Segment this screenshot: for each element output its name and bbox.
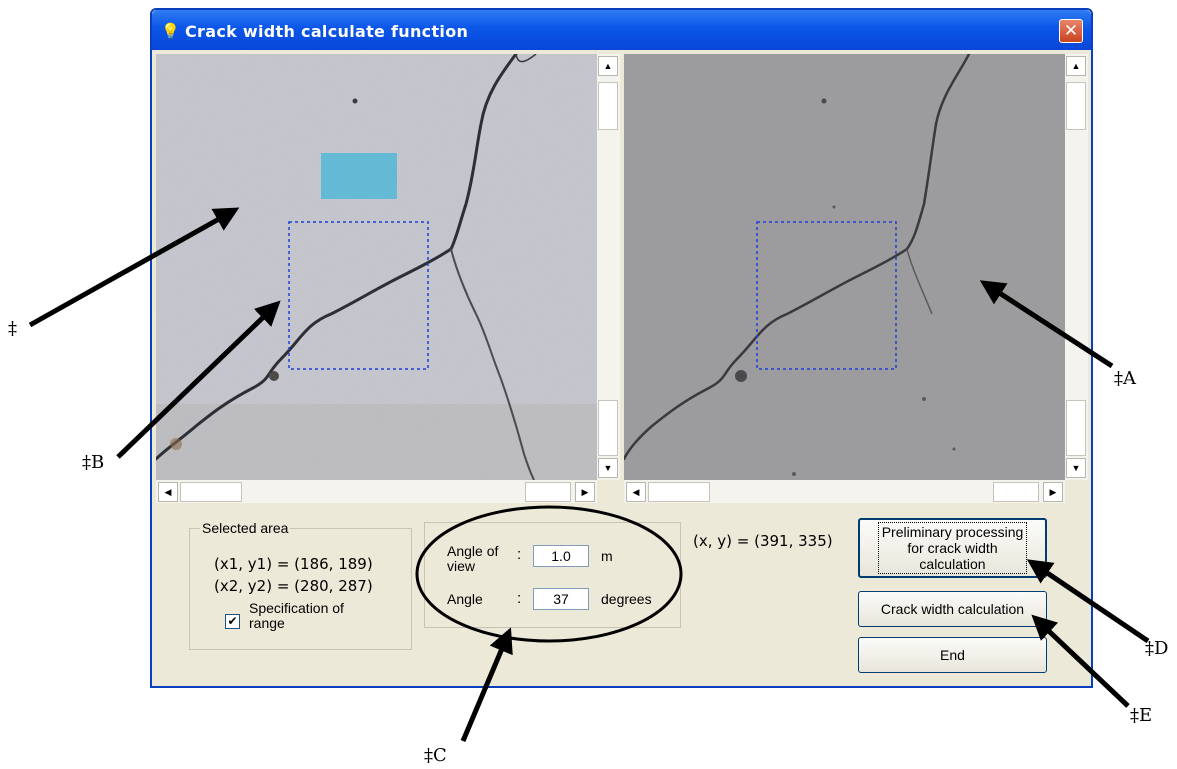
lightbulb-icon: 💡 bbox=[161, 23, 180, 40]
angle-unit: degrees bbox=[601, 591, 652, 607]
scroll-down-button[interactable]: ▼ bbox=[1066, 458, 1086, 478]
scroll-track-segment bbox=[598, 400, 618, 456]
processed-image[interactable] bbox=[624, 54, 1065, 480]
cursor-coordinates: (x, y) = (391, 335) bbox=[693, 532, 833, 550]
selected-area-point2: (x2, y2) = (280, 287) bbox=[214, 577, 373, 595]
end-button[interactable]: End bbox=[858, 637, 1047, 673]
close-icon: ✕ bbox=[1063, 21, 1079, 40]
scroll-thumb-horizontal[interactable] bbox=[180, 482, 242, 502]
arrow-e bbox=[1031, 614, 1130, 708]
processed-vertical-scrollbar[interactable]: ▲ ▼ bbox=[1065, 54, 1088, 480]
angle-input[interactable]: 37 bbox=[533, 588, 589, 610]
angle-of-view-label-line2: view bbox=[447, 558, 476, 574]
scroll-left-button[interactable]: ◀ bbox=[626, 482, 646, 502]
scroll-track-segment-horizontal bbox=[993, 482, 1039, 502]
range-checkbox[interactable]: ✔ bbox=[225, 614, 240, 629]
scroll-up-button[interactable]: ▲ bbox=[598, 56, 618, 76]
selection-box bbox=[288, 221, 429, 370]
original-image[interactable] bbox=[156, 54, 597, 480]
preliminary-processing-focus: Preliminary processing for crack width c… bbox=[877, 522, 1028, 574]
angle-of-view-label-line1: Angle of bbox=[447, 543, 499, 559]
window-title: Crack width calculate function bbox=[185, 22, 469, 41]
title-bar[interactable]: 💡 Crack width calculate function ✕ bbox=[152, 10, 1091, 50]
selection-box-processed bbox=[756, 221, 897, 370]
scroll-thumb[interactable] bbox=[1066, 82, 1086, 130]
angle-of-view-unit: m bbox=[601, 548, 613, 564]
processed-horizontal-scrollbar[interactable]: ◀ ▶ bbox=[624, 480, 1065, 503]
arrow-a bbox=[979, 280, 1114, 369]
processed-image-pane: ▲ ▼ ◀ ▶ bbox=[624, 54, 1089, 509]
scroll-up-button[interactable]: ▲ bbox=[1066, 56, 1086, 76]
scroll-thumb-horizontal[interactable] bbox=[648, 482, 710, 502]
original-image-pane: ▲ ▼ ◀ ▶ bbox=[156, 54, 621, 509]
preliminary-processing-label-line1: Preliminary processing bbox=[881, 524, 1024, 540]
range-checkbox-label-line2: range bbox=[249, 615, 285, 631]
original-image-graphic bbox=[156, 54, 597, 480]
original-horizontal-scrollbar[interactable]: ◀ ▶ bbox=[156, 480, 597, 503]
annotation-label-d: ‡D bbox=[1145, 638, 1169, 659]
annotation-label-a: ‡A bbox=[1114, 368, 1136, 389]
angle-colon: : bbox=[517, 590, 522, 607]
preliminary-processing-label-line3: calculation bbox=[919, 556, 986, 572]
arrow-c bbox=[460, 627, 513, 742]
annotation-label-1: ‡ bbox=[8, 318, 17, 339]
close-button[interactable]: ✕ bbox=[1059, 19, 1083, 43]
annotation-ellipse-c bbox=[415, 505, 683, 643]
scroll-thumb[interactable] bbox=[598, 82, 618, 130]
angle-of-view-colon: : bbox=[517, 546, 522, 563]
preliminary-processing-button[interactable]: Preliminary processing for crack width c… bbox=[858, 518, 1047, 578]
processed-image-graphic bbox=[624, 54, 1065, 480]
selected-area-group: Selected area (x1, y1) = (186, 189) (x2,… bbox=[189, 520, 412, 650]
preliminary-processing-label-line2: for crack width bbox=[907, 540, 998, 556]
scroll-track-segment-horizontal bbox=[525, 482, 571, 502]
scroll-right-button[interactable]: ▶ bbox=[1043, 482, 1063, 502]
scroll-right-button[interactable]: ▶ bbox=[575, 482, 595, 502]
crack-width-window: 💡 Crack width calculate function ✕ bbox=[150, 8, 1093, 688]
angle-label: Angle bbox=[447, 591, 483, 607]
arrow-1 bbox=[28, 207, 240, 328]
crack-width-calculation-label: Crack width calculation bbox=[880, 601, 1025, 617]
original-vertical-scrollbar[interactable]: ▲ ▼ bbox=[597, 54, 620, 480]
annotation-label-b: ‡B bbox=[82, 452, 105, 473]
selected-area-title: Selected area bbox=[200, 520, 291, 536]
range-checkbox-label-line1: Specification of bbox=[249, 600, 344, 616]
settings-group: Angle of view : 1.0 m Angle : 37 degrees bbox=[424, 522, 681, 628]
crack-width-calculation-button[interactable]: Crack width calculation bbox=[858, 591, 1047, 627]
annotation-label-c: ‡C bbox=[424, 745, 447, 766]
scroll-down-button[interactable]: ▼ bbox=[598, 458, 618, 478]
annotation-label-e: ‡E bbox=[1130, 705, 1153, 726]
scroll-left-button[interactable]: ◀ bbox=[158, 482, 178, 502]
angle-of-view-input[interactable]: 1.0 bbox=[533, 545, 589, 567]
scroll-track-segment bbox=[1066, 400, 1086, 456]
end-label: End bbox=[940, 647, 965, 663]
selected-area-point1: (x1, y1) = (186, 189) bbox=[214, 555, 373, 573]
arrow-b bbox=[116, 300, 281, 459]
arrow-d bbox=[1026, 559, 1150, 644]
